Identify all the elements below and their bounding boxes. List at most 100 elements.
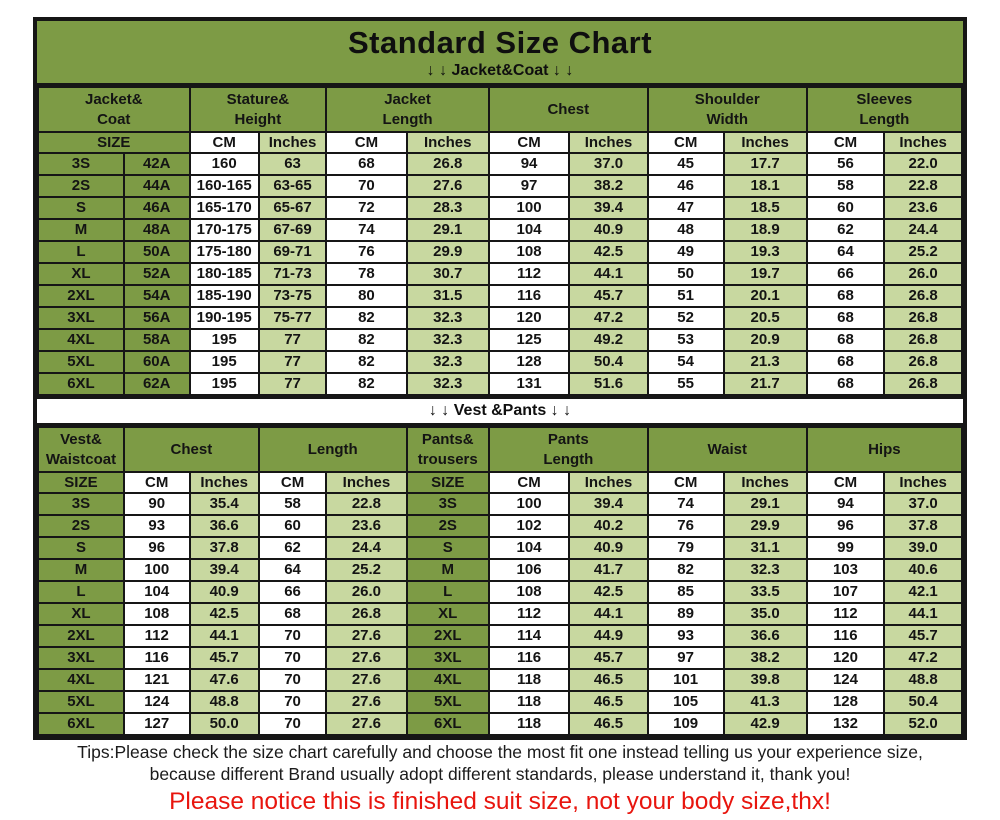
size-cell: 6XL — [405, 712, 490, 736]
cm-value-cell: 47 — [646, 196, 725, 220]
size-cell: 50A — [122, 240, 191, 264]
cm-value-cell: 45 — [646, 152, 725, 176]
inches-value-cell: 37.8 — [188, 536, 260, 560]
cm-value-cell: 116 — [805, 624, 886, 648]
size-cell: 56A — [122, 306, 191, 330]
inches-value-cell: 24.4 — [325, 536, 408, 560]
column-group-header: Vest& Waistcoat — [37, 426, 125, 473]
inches-value-cell: 69-71 — [257, 240, 328, 264]
cm-value-cell: 72 — [325, 196, 408, 220]
table-row: M 100 39.4 64 25.2 M 106 41.7 82 32.3 103 40.6 — [37, 558, 963, 582]
inches-value-cell: 47.2 — [568, 306, 649, 330]
size-cell: 48A — [122, 218, 191, 242]
cm-value-cell: 107 — [805, 580, 886, 604]
column-subheader: CM — [188, 131, 260, 154]
chart-title: Standard Size Chart — [347, 25, 653, 60]
cm-value-cell: 82 — [325, 350, 408, 374]
cm-value-cell: 68 — [805, 328, 886, 352]
inches-value-cell: 45.7 — [883, 624, 963, 648]
inches-value-cell: 44.1 — [568, 262, 649, 286]
inches-value-cell: 42.5 — [188, 602, 260, 626]
inches-value-cell: 19.3 — [722, 240, 808, 264]
table-row: 4XL 121 47.6 70 27.6 4XL 118 46.5 101 39.8 124 48.8 — [37, 668, 963, 692]
cm-value-cell: 131 — [487, 372, 571, 396]
size-cell: 52A — [122, 262, 191, 286]
cm-value-cell: 160 — [188, 152, 260, 176]
cm-value-cell: 120 — [805, 646, 886, 670]
inches-value-cell: 26.0 — [883, 262, 963, 286]
table-row: L 50A 175-180 69-71 76 29.9 108 42.5 49 19.3 64 25.… — [37, 240, 963, 264]
inches-value-cell: 65-67 — [257, 196, 328, 220]
inches-value-cell: 63 — [257, 152, 328, 176]
size-cell: XL — [37, 262, 125, 286]
inches-value-cell: 73-75 — [257, 284, 328, 308]
cm-value-cell: 66 — [805, 262, 886, 286]
inches-value-cell: 44.9 — [568, 624, 649, 648]
size-cell: 2S — [405, 514, 490, 538]
jacket-coat-table: Jacket& Coat Stature& Height Jacket Length Che… — [37, 86, 964, 396]
cm-value-cell: 100 — [487, 196, 571, 220]
inches-value-cell: 29.1 — [722, 492, 808, 516]
inches-value-cell: 27.6 — [325, 624, 408, 648]
table-row: 3S 90 35.4 58 22.8 3S 100 39.4 74 29.1 94 37.0 — [37, 492, 963, 516]
cm-value-cell: 51 — [646, 284, 725, 308]
column-group-header-row: Vest& Waistcoat Chest Length Pants& trousers P… — [37, 426, 964, 473]
table-row: 3XL 116 45.7 70 27.6 3XL 116 45.7 97 38.2 120 47.2 — [37, 646, 963, 670]
cm-value-cell: 116 — [487, 646, 571, 670]
inches-value-cell: 27.6 — [325, 690, 408, 714]
inches-value-cell: 44.1 — [568, 602, 649, 626]
size-cell: M — [37, 218, 125, 242]
column-subheader: SIZE — [405, 471, 490, 494]
table-row: 2XL 54A 185-190 73-75 80 31.5 116 45.7 51 20.1 68 2… — [37, 284, 963, 308]
cm-value-cell: 118 — [487, 668, 571, 692]
inches-value-cell: 39.4 — [188, 558, 260, 582]
cm-value-cell: 56 — [805, 152, 886, 176]
cm-value-cell: 118 — [487, 690, 571, 714]
inches-value-cell: 40.9 — [568, 218, 649, 242]
inches-value-cell: 42.9 — [722, 712, 808, 736]
cm-value-cell: 94 — [487, 152, 571, 176]
cm-value-cell: 100 — [122, 558, 191, 582]
vest-pants-section-label: ↓ ↓ Vest &Pants ↓ ↓ — [37, 396, 963, 426]
cm-value-cell: 103 — [805, 558, 886, 582]
inches-value-cell: 39.8 — [722, 668, 808, 692]
inches-value-cell: 33.5 — [722, 580, 808, 604]
cm-value-cell: 160-165 — [188, 174, 260, 198]
column-subheader: CM — [646, 131, 725, 154]
inches-value-cell: 46.5 — [568, 712, 649, 736]
column-subheader: CM — [325, 131, 408, 154]
cm-value-cell: 99 — [805, 536, 886, 560]
inches-value-cell: 30.7 — [405, 262, 490, 286]
size-cell: 2S — [37, 174, 125, 198]
cm-value-cell: 128 — [805, 690, 886, 714]
size-cell: 3XL — [405, 646, 490, 670]
cm-value-cell: 94 — [805, 492, 886, 516]
inches-value-cell: 27.6 — [325, 668, 408, 692]
inches-value-cell: 46.5 — [568, 690, 649, 714]
size-cell: M — [37, 558, 125, 582]
inches-value-cell: 47.6 — [188, 668, 260, 692]
cm-value-cell: 109 — [646, 712, 725, 736]
inches-value-cell: 67-69 — [257, 218, 328, 242]
inches-value-cell: 21.7 — [722, 372, 808, 396]
cm-value-cell: 70 — [257, 712, 328, 736]
inches-value-cell: 37.8 — [883, 514, 963, 538]
inches-value-cell: 18.1 — [722, 174, 808, 198]
cm-value-cell: 80 — [325, 284, 408, 308]
size-cell: S — [405, 536, 490, 560]
cm-value-cell: 85 — [646, 580, 725, 604]
table-row: 5XL 60A 195 77 82 32.3 128 50.4 54 21.3 68 26.8 — [37, 350, 963, 374]
cm-value-cell: 66 — [257, 580, 328, 604]
inches-value-cell: 48.8 — [883, 668, 963, 692]
cm-value-cell: 58 — [257, 492, 328, 516]
cm-value-cell: 97 — [646, 646, 725, 670]
column-subheader-row: SIZE CM Inches CM Inches CM Inches CM Inches CM In… — [37, 131, 963, 154]
inches-value-cell: 29.9 — [405, 240, 490, 264]
inches-value-cell: 27.6 — [325, 712, 408, 736]
inches-value-cell: 36.6 — [188, 514, 260, 538]
inches-value-cell: 23.6 — [883, 196, 963, 220]
inches-value-cell: 71-73 — [257, 262, 328, 286]
jacket-coat-section-label: ↓ ↓ Jacket&Coat ↓ ↓ — [426, 62, 574, 79]
table-row: M 48A 170-175 67-69 74 29.1 104 40.9 48 18.9 62 24.… — [37, 218, 963, 242]
inches-value-cell: 51.6 — [568, 372, 649, 396]
